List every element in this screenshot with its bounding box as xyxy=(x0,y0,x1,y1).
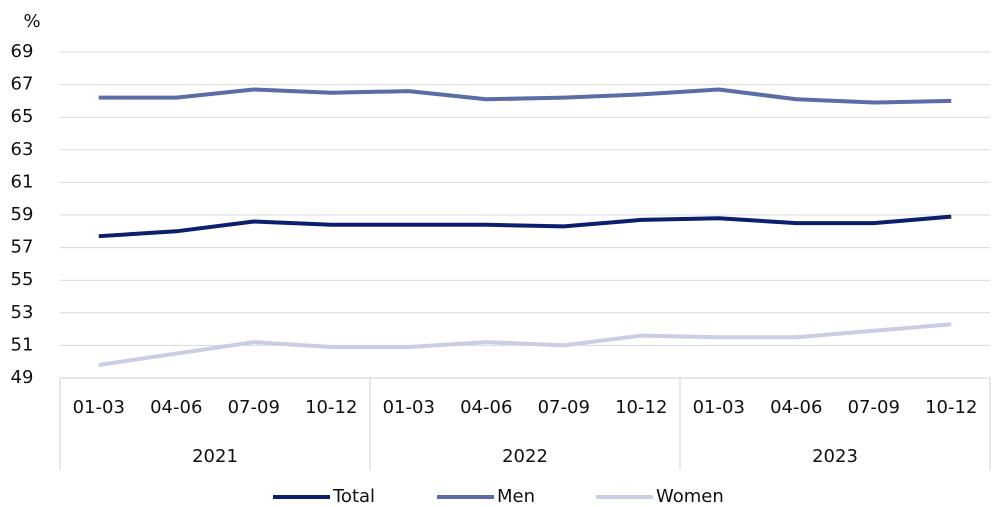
y-tick-label: 51 xyxy=(11,334,34,355)
y-tick-label: 53 xyxy=(11,302,34,323)
legend-label: Women xyxy=(656,486,724,507)
line-series xyxy=(98,214,952,239)
y-tick-label: 49 xyxy=(11,367,34,388)
x-tick-label: 07-09 xyxy=(848,397,900,418)
group-label: 2022 xyxy=(502,446,548,467)
legend-label: Total xyxy=(332,486,375,507)
x-tick-label: 01-03 xyxy=(693,397,745,418)
group-label: 2023 xyxy=(812,446,858,467)
y-tick-label: 63 xyxy=(11,139,34,160)
x-tick-label: 01-03 xyxy=(383,397,435,418)
x-tick-label: 04-06 xyxy=(460,397,512,418)
x-tick-label: 07-09 xyxy=(538,397,590,418)
y-tick-label: 55 xyxy=(11,269,34,290)
legend-label: Men xyxy=(497,486,535,507)
line-series xyxy=(98,322,952,367)
x-tick-label: 10-12 xyxy=(305,397,357,418)
x-tick-label: 04-06 xyxy=(150,397,202,418)
y-tick-label: 61 xyxy=(11,171,34,192)
x-tick-label: 04-06 xyxy=(770,397,822,418)
x-tick-label: 10-12 xyxy=(925,397,977,418)
y-tick-label: 67 xyxy=(11,74,34,95)
y-tick-label: 57 xyxy=(11,237,34,258)
y-tick-label: 59 xyxy=(11,204,34,225)
x-tick-label: 01-03 xyxy=(73,397,125,418)
y-axis-label: % xyxy=(23,11,40,32)
line-series xyxy=(98,87,952,105)
group-label: 2021 xyxy=(192,446,238,467)
x-tick-label: 07-09 xyxy=(228,397,280,418)
y-tick-label: 65 xyxy=(11,106,34,127)
x-tick-label: 10-12 xyxy=(615,397,667,418)
y-tick-label: 69 xyxy=(11,41,34,62)
